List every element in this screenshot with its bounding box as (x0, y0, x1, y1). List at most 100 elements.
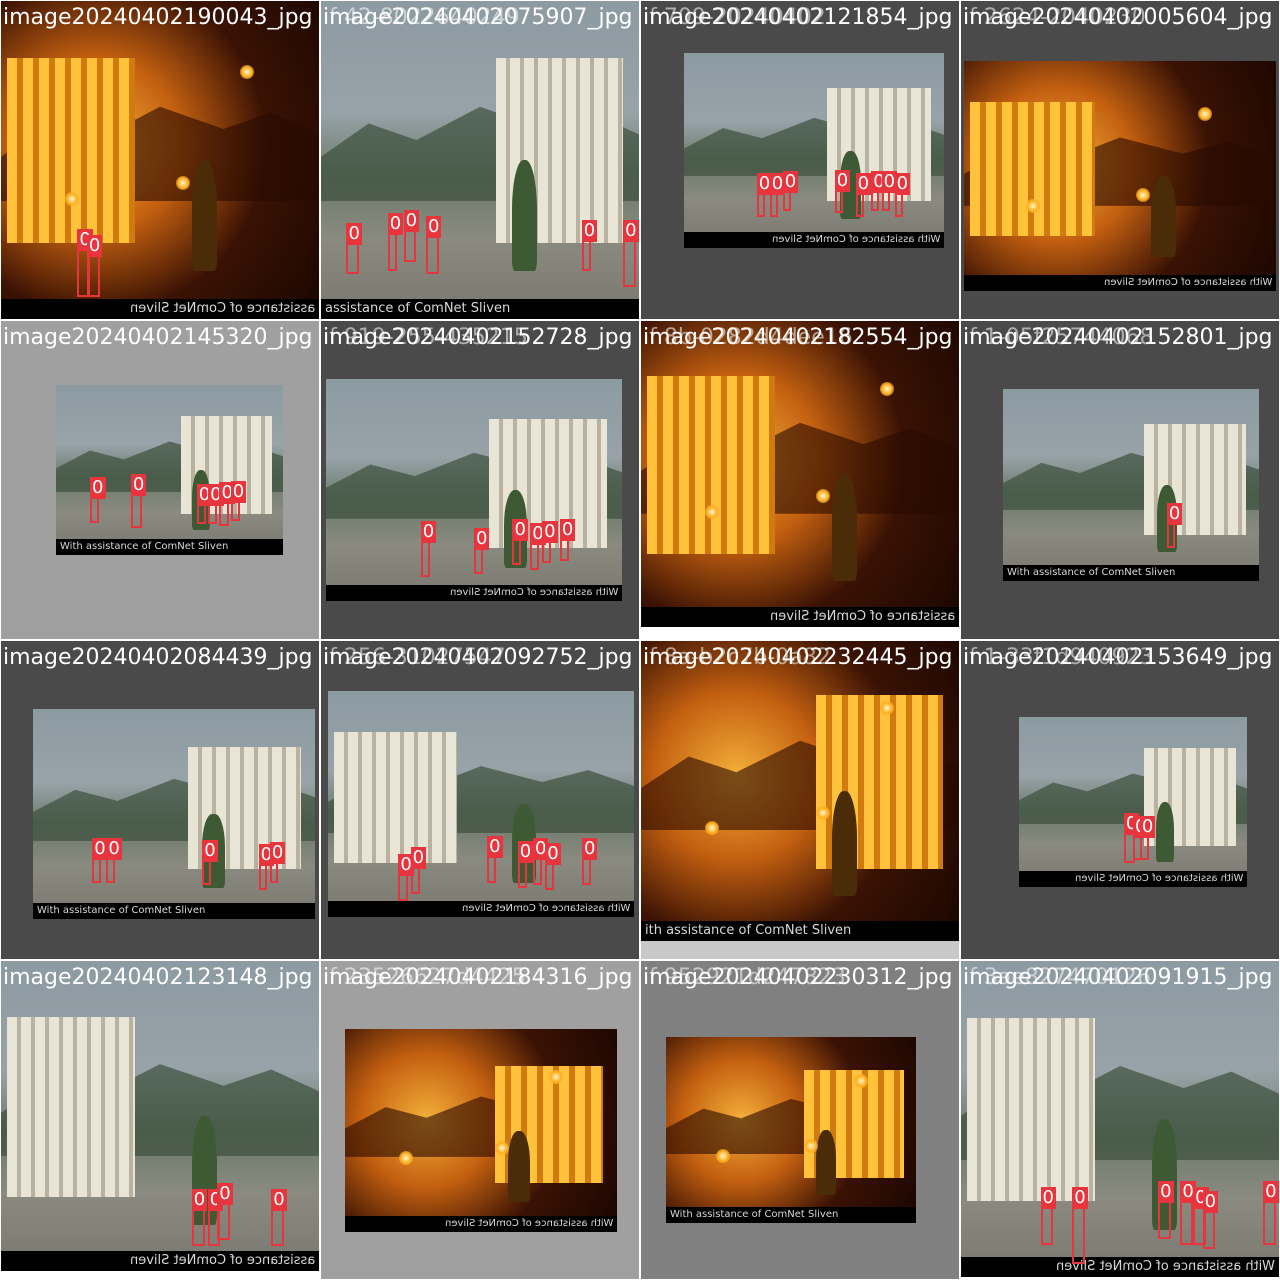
caption-text: With assistance of ComNet Sliven (461, 903, 630, 914)
detection-label: 0 (271, 1189, 287, 1211)
caption-bar: assistance of ComNet Sliven (641, 607, 959, 627)
caption-text: With assistance of ComNet Sliven (1007, 567, 1176, 578)
detection-box: 0 (871, 171, 887, 211)
detection-label: 0 (581, 219, 598, 242)
image-filename-title: image20240402184316_jpg (323, 965, 633, 990)
detection-box: 0 (533, 838, 549, 886)
detection-box: 0 (191, 1189, 208, 1247)
image-tile: With assistance of ComNet Sliven 0 0 0 0 0 0 if… (321, 321, 639, 639)
detection-box: 0 (387, 213, 404, 272)
detection-box: 0 (545, 842, 561, 890)
overlapped-title: if 1-05f25744068 (963, 325, 1154, 350)
detection-label: 0 (559, 518, 576, 541)
caption-text: ith assistance of ComNet Sliven (645, 923, 852, 938)
photo-frame: assistance of ComNet Sliven (641, 321, 959, 627)
street-lamp-glow (494, 1140, 509, 1155)
caption-text: With assistance of ComNet Sliven (670, 1209, 839, 1220)
detection-label: 0 (202, 840, 218, 863)
detection-label: 0 (1166, 503, 1183, 526)
detection-label: 0 (756, 173, 773, 196)
detection-box: 0 (756, 173, 773, 217)
detection-box: 0 (1158, 1181, 1174, 1240)
detection-label: 0 (425, 216, 442, 239)
detection-label: 0 (1139, 816, 1156, 838)
detection-box: 0 (782, 171, 799, 211)
detection-label: 0 (530, 523, 546, 546)
detection-label: 0 (1158, 1181, 1174, 1204)
street-lamp-glow (1026, 199, 1041, 213)
detection-label: 0 (130, 473, 147, 496)
detection-box: 0 (881, 171, 898, 211)
photo-frame: With assistance of ComNet Sliven (345, 1029, 617, 1232)
detection-box: 0 (346, 222, 362, 275)
tree-shape (831, 474, 858, 582)
detection-box: 0 (855, 173, 872, 217)
caption-bar: With assistance of ComNet Sliven (56, 539, 283, 555)
detection-box: 0 (1040, 1187, 1056, 1246)
image-tile: With assistance of ComNet Sliven 0 if 1-05… (961, 321, 1279, 639)
overlapped-title: if 2624-2040230 (963, 5, 1146, 30)
detection-box: 0 (559, 518, 576, 562)
detection-box: 0 (623, 219, 639, 288)
caption-text: assistance of ComNet Sliven (769, 609, 955, 624)
tree-shape (1155, 802, 1175, 862)
image-tile: assistance of ComNet Sliven 0 0 0 0 image2024… (1, 961, 319, 1279)
detection-label: 0 (834, 169, 851, 192)
photo-frame: With assistance of ComNet Sliven 0 (1003, 389, 1259, 581)
caption-bar: assistance of ComNet Sliven (321, 299, 639, 319)
street-lamp-glow (803, 1139, 818, 1154)
image-tile: With assistance of ComNet Sliven000if 1-… (961, 641, 1279, 959)
detection-label: 0 (86, 235, 103, 258)
detection-box: 0 (530, 523, 546, 570)
caption-bar: With assistance of ComNet Sliven (326, 585, 622, 601)
detection-label: 0 (403, 209, 420, 232)
caption-text: assistance of ComNet Sliven (129, 1253, 315, 1268)
image-tile: With assistance of ComNet Sliven 0 0 0 0 0 0 0 0… (641, 1, 959, 319)
photo-frame: With assistance of ComNet Sliven (666, 1037, 916, 1223)
image-filename-title: image20240402152801_jpg (963, 325, 1273, 350)
photo-frame: With assistance of ComNet Sliven 0 0 0 0 0 (33, 709, 315, 919)
tree-shape (191, 160, 218, 272)
caption-bar: With assistance of ComNet Sliven (684, 232, 944, 248)
image-tile: With assistance of ComNet Sliven if 95292… (641, 961, 959, 1279)
detection-label: 0 (894, 173, 911, 196)
tree-shape (1151, 176, 1177, 257)
street-lamp-glow (879, 382, 894, 397)
caption-bar: With assistance of ComNet Sliven (964, 275, 1276, 291)
detection-label: 0 (269, 842, 286, 865)
street-lamp-glow (815, 806, 830, 820)
detection-label: 0 (230, 480, 247, 503)
detection-box: 0 (581, 838, 598, 886)
photo-frame: With assistance of ComNet Sliven 0 0 0 0 0 0 0 (961, 961, 1279, 1277)
image-tile: With assistance of ComNet Sliven 0 0 0 0 0 0 im… (1, 321, 319, 639)
detection-label: 0 (1180, 1181, 1196, 1204)
tree-shape (831, 791, 858, 896)
image-tile: assistance of ComNet Sliven if 8b-0282d4d… (641, 321, 959, 639)
image-filename-title: image20240402153649_jpg (963, 645, 1273, 670)
caption-text: With assistance of ComNet Sliven (37, 905, 206, 916)
photo-frame: With assistance of ComNet Sliven 0 0 0 0 0 0 (56, 385, 283, 555)
image-filename-title: image20240402230312_jpg (643, 965, 953, 990)
photo-frame: ith assistance of ComNet Sliven (641, 641, 959, 941)
image-filename-title: image20240402152728_jpg (323, 325, 633, 350)
detection-label: 0 (542, 521, 558, 544)
tree-shape (816, 1130, 836, 1196)
detection-box: 0 (542, 521, 558, 564)
detection-box: 0 (1180, 1181, 1196, 1246)
detection-box: 0 (90, 477, 106, 523)
detection-box: 0 (834, 169, 851, 213)
detection-box: 0 (202, 840, 218, 886)
photo-frame: With assistance of ComNet Sliven (964, 61, 1276, 291)
overlapped-title: if 919-255-435215 (323, 325, 528, 350)
street-lamp-glow (853, 1074, 868, 1089)
caption-bar: assistance of ComNet Sliven (1, 299, 319, 319)
tree-shape (511, 160, 538, 272)
caption-text: With assistance of ComNet Sliven (60, 541, 229, 552)
image-tile: assistance of ComNet Sliven 0 0 image202404… (1, 1, 319, 319)
detection-box: 0 (512, 518, 528, 566)
detection-label: 0 (474, 527, 490, 550)
detection-label: 0 (90, 477, 106, 500)
detection-box: 0 (487, 835, 503, 884)
caption-bar: With assistance of ComNet Sliven (666, 1207, 916, 1223)
